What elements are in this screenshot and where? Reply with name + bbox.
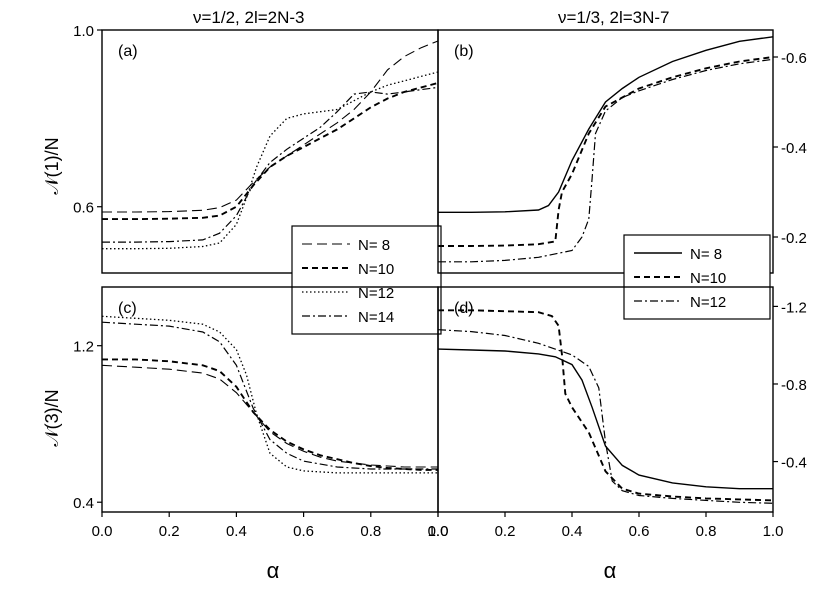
legend-label: N=10 [690, 270, 726, 287]
x-axis-label-left: α [267, 558, 280, 583]
panel-a: 1.0 0.6 (a) N= 8 N=10 N=12 N=14 [73, 23, 442, 335]
series-line-n-10 [102, 82, 439, 221]
x-tick-label: 0.4 [226, 523, 247, 540]
series-line-n-12 [437, 329, 774, 504]
panel-label: (c) [118, 300, 137, 317]
panel-label: (d) [454, 300, 474, 317]
y-tick-label: 1.2 [73, 339, 94, 356]
x-tick-label: 0.6 [293, 523, 314, 540]
series-line-n-14 [101, 321, 438, 470]
x-tick-label: 0.8 [360, 523, 381, 540]
y-tick-label: 0.4 [73, 495, 94, 512]
x-tick-label: 0.2 [495, 523, 516, 540]
series-line-n-10 [438, 56, 774, 247]
legend-box [291, 225, 442, 335]
x-tick-label: 0.0 [92, 523, 113, 540]
x-axis-label-right: α [604, 558, 617, 583]
panel-frame [437, 286, 774, 513]
panel-b: -0.6 -0.4 -0.2 (b) N= 8 N=10 N=12 [437, 29, 807, 320]
column-title-left: ν=1/2, 2l=2N-3 [193, 8, 305, 27]
y-axis-label-top: 𝒩(1)/N [42, 137, 62, 194]
legend-label: N=12 [358, 285, 394, 302]
y-tick-label: -0.6 [781, 50, 807, 67]
y-axis-label-bottom: 𝒩(3)/N [42, 389, 62, 446]
panel-label: (b) [454, 43, 474, 60]
panel-frame [437, 29, 774, 274]
panel-label: (a) [118, 43, 138, 60]
series-line-n-12 [102, 71, 439, 250]
panel-d: -1.2 -0.8 -0.4 0.0 0.2 0.4 0.6 0.8 1.0 (d) [428, 286, 807, 540]
series-line-n-8 [102, 40, 439, 213]
y-tick-label: 1.0 [73, 23, 94, 40]
legend-label: N=12 [690, 294, 726, 311]
x-tick-label: 0.8 [696, 523, 717, 540]
series-line-n-8 [437, 348, 773, 490]
legend-label: N=14 [358, 309, 394, 326]
legend: N= 8 N=10 N=12 N=14 [291, 225, 442, 335]
series-line-n-10 [438, 309, 774, 502]
y-tick-label: -0.4 [781, 140, 807, 157]
x-tick-label: 0.0 [428, 523, 449, 540]
y-tick-label: -0.2 [781, 230, 807, 247]
panel-c: 1.2 0.4 0.0 0.2 0.4 0.6 0.8 1.0 (c) [73, 286, 449, 540]
legend-label: N=10 [358, 261, 394, 278]
series-line-n-8 [101, 364, 438, 468]
legend-label: N= 8 [690, 246, 722, 263]
legend: N= 8 N=10 N=12 [623, 234, 771, 320]
series-line-n-8 [438, 36, 774, 213]
series-line-n-12 [438, 58, 774, 263]
x-tick-label: 0.6 [629, 523, 650, 540]
x-tick-label: 1.0 [428, 523, 449, 540]
x-tick-label: 1.0 [763, 523, 784, 540]
series-line-n-10 [102, 358, 438, 471]
y-tick-label: -0.4 [781, 455, 807, 472]
x-tick-label: 0.2 [159, 523, 180, 540]
y-tick-label: -0.8 [781, 377, 807, 394]
y-tick-label: -1.2 [781, 299, 807, 316]
y-tick-label: 0.6 [73, 200, 94, 217]
column-title-right: ν=1/3, 2l=3N-7 [558, 8, 670, 27]
x-tick-label: 0.4 [562, 523, 583, 540]
legend-label: N= 8 [358, 237, 390, 254]
series-line-n-12 [101, 315, 438, 474]
panels-group: 1.0 0.6 (a) N= 8 N=10 N=12 N=14 -0.6 -0.4 -0.2 (b)… [73, 23, 807, 540]
